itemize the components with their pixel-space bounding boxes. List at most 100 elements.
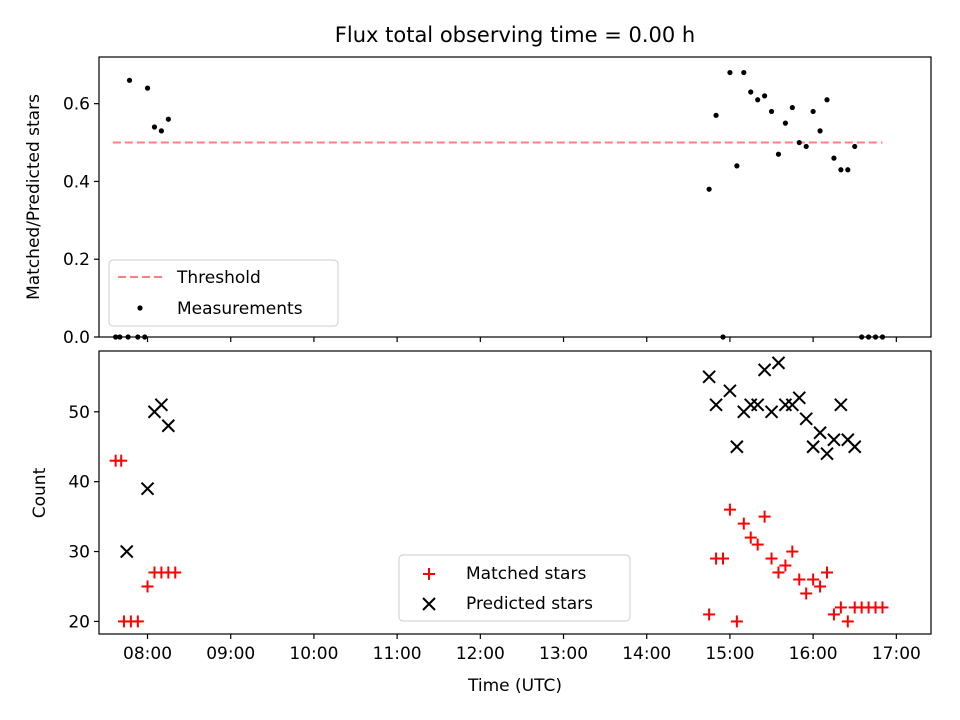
- measurement-point: [755, 97, 761, 103]
- threshold-legend-label: Threshold: [176, 268, 261, 288]
- bottom-x-tick-label: 10:00: [289, 644, 338, 664]
- predicted-star-point: [778, 398, 793, 412]
- predicted-star-stroke: [709, 398, 723, 412]
- bottom-y-tick-label: 30: [68, 543, 90, 563]
- predicted-star-point: [702, 370, 716, 384]
- measurement-point: [796, 139, 802, 146]
- measurement-point: [741, 69, 747, 76]
- bottom-plot-marks: [109, 356, 889, 628]
- measurement-point: [817, 128, 823, 134]
- predicted-star-point: [820, 447, 834, 461]
- chart-title: Flux total observing time = 0.00 h: [335, 23, 695, 47]
- matched-star-point: [717, 552, 729, 565]
- bottom-legend-box: [398, 554, 631, 622]
- predicted-star-stroke: [140, 481, 155, 496]
- matched-star-point: [169, 566, 182, 579]
- bottom-x-tick-label: 09:00: [206, 644, 255, 664]
- matched-legend-swatch: [423, 568, 435, 580]
- bottom-panel: 20 30 40 50 08:00 09:00 10:00 11:00 12:00 13:00 1…: [30, 350, 932, 696]
- predicted-star-point: [764, 405, 779, 419]
- bottom-y-tick-label: 50: [68, 403, 90, 423]
- predicted-star-stroke: [841, 433, 855, 447]
- measurement-point: [838, 167, 844, 173]
- bottom-y-tick-label: 40: [68, 473, 90, 493]
- x-axis-label: Time (UTC): [467, 676, 562, 696]
- predicted-star-stroke: [120, 544, 134, 559]
- measurement-point: [845, 167, 851, 173]
- matched-star-point: [751, 538, 764, 551]
- measurements-legend-swatch: [137, 305, 143, 311]
- top-x-ticks: [146, 337, 897, 342]
- predicted-star-point: [757, 363, 772, 377]
- matched-star-point: [744, 531, 757, 544]
- predicted-star-stroke: [757, 363, 772, 377]
- measurement-point: [165, 116, 171, 122]
- bottom-y-tick-label: 20: [68, 612, 90, 632]
- top-plot-marks: [112, 69, 886, 340]
- top-legend-box: [108, 259, 339, 327]
- predicted-star-stroke: [799, 412, 813, 426]
- matched-star-point: [765, 552, 778, 565]
- matched-star-point: [737, 517, 750, 530]
- measurement-point: [713, 112, 719, 118]
- predicted-star-stroke: [848, 440, 862, 454]
- predicted-star-point: [120, 544, 134, 559]
- top-y-axis-label: Matched/Predicted stars: [24, 94, 44, 300]
- predicted-star-stroke: [792, 391, 806, 405]
- predicted-star-point: [848, 440, 862, 454]
- matched-star-point: [141, 580, 154, 593]
- predicted-star-point: [799, 412, 813, 426]
- predicted-star-stroke: [730, 440, 744, 454]
- top-y-tick-label: 0.4: [63, 172, 90, 192]
- measurement-point: [782, 120, 789, 126]
- predicted-star-stroke: [764, 405, 779, 419]
- matched-star-point: [131, 615, 144, 628]
- measurement-point: [151, 124, 158, 130]
- predicted-star-point: [161, 419, 176, 433]
- measurement-point: [789, 104, 795, 111]
- matched-star-point: [834, 601, 847, 614]
- predicted-star-point: [834, 398, 848, 412]
- matched-star-point: [115, 454, 128, 467]
- predicted-star-point: [827, 433, 841, 447]
- predicted-star-stroke: [820, 447, 834, 461]
- measurement-point: [762, 93, 768, 99]
- measurement-point: [831, 155, 837, 161]
- measurement-point: [144, 85, 151, 91]
- matched-star-point: [876, 601, 889, 614]
- measurement-point: [126, 77, 133, 83]
- matched-star-point: [772, 566, 785, 579]
- measurement-point: [852, 143, 858, 150]
- predicted-star-stroke: [702, 370, 716, 384]
- bottom-x-tick-label: 13:00: [539, 644, 588, 664]
- bottom-y-axis-label: Count: [30, 467, 50, 518]
- measurement-point: [734, 163, 740, 169]
- top-y-ticks: 0.0 0.2 0.4 0.6: [63, 95, 99, 348]
- predicted-star-point: [730, 440, 744, 454]
- predicted-star-stroke: [161, 419, 176, 433]
- predicted-star-point: [792, 391, 806, 405]
- bottom-x-ticks: 08:00 09:00 10:00 11:00 12:00 13:00 14:00 15:00…: [123, 634, 921, 664]
- predicted-star-point: [771, 356, 786, 370]
- predicted-star-point: [723, 384, 737, 398]
- measurement-point: [810, 108, 816, 115]
- predicted-star-stroke: [750, 398, 765, 412]
- measurement-point: [706, 186, 712, 192]
- measurement-point: [768, 108, 775, 115]
- predicted-star-stroke: [834, 398, 848, 412]
- measurement-point: [824, 97, 830, 103]
- predicted-star-point: [709, 398, 723, 412]
- bottom-x-tick-label: 16:00: [789, 644, 838, 664]
- bottom-y-ticks: 20 30 40 50: [68, 403, 99, 632]
- predicted-star-stroke: [813, 426, 827, 440]
- predicted-star-stroke: [723, 384, 737, 398]
- matched-star-point: [758, 510, 771, 523]
- predicted-legend-swatch: [422, 597, 436, 611]
- matched-star-point: [703, 608, 716, 621]
- matched-star-point: [779, 559, 792, 572]
- predicted-star-stroke: [806, 440, 820, 454]
- bottom-x-tick-label: 08:00: [123, 644, 172, 664]
- top-plot-frame: [98, 56, 932, 338]
- top-y-tick-label: 0.6: [63, 95, 90, 115]
